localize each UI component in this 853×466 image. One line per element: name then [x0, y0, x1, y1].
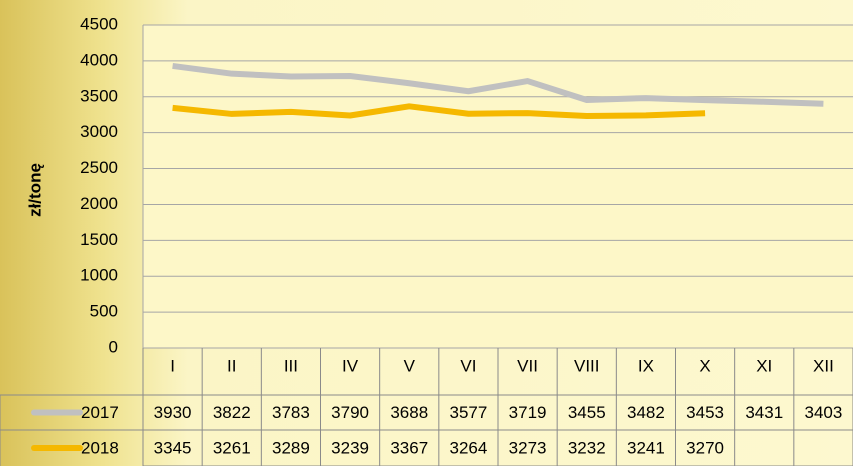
y-tick-label: 2500 — [80, 158, 118, 177]
x-tick-label: XI — [756, 356, 772, 375]
table-value: 3264 — [450, 438, 488, 457]
y-tick-label: 3000 — [80, 122, 118, 141]
y-tick-label: 4000 — [80, 50, 118, 69]
y-tick-label: 3500 — [80, 86, 118, 105]
x-tick-label: III — [284, 356, 298, 375]
y-tick-label: 4500 — [80, 14, 118, 33]
table-value: 3688 — [390, 403, 428, 422]
legend-label: 2018 — [81, 438, 119, 457]
y-tick-label: 0 — [109, 337, 118, 356]
table-value: 3241 — [627, 438, 665, 457]
table-value: 3239 — [331, 438, 369, 457]
table-value: 3719 — [509, 403, 547, 422]
y-tick-label: 2000 — [80, 194, 118, 213]
table-value: 3273 — [509, 438, 547, 457]
table-value: 3930 — [154, 403, 192, 422]
y-tick-label: 1000 — [80, 266, 118, 285]
x-tick-label: V — [404, 356, 416, 375]
x-tick-label: VI — [460, 356, 476, 375]
table-value: 3790 — [331, 403, 369, 422]
table-value: 3261 — [213, 438, 251, 457]
table-value: 3783 — [272, 403, 310, 422]
table-value: 3453 — [686, 403, 724, 422]
legend-label: 2017 — [81, 403, 119, 422]
x-tick-label: VII — [517, 356, 538, 375]
table-value: 3289 — [272, 438, 310, 457]
table-value: 3482 — [627, 403, 665, 422]
chart: zł/tonę 0 500 1000 1500 2000 2500 3000 3500 4000… — [0, 0, 853, 466]
y-tick-label: 1500 — [80, 230, 118, 249]
x-tick-label: VIII — [574, 356, 600, 375]
table-value: 3455 — [568, 403, 606, 422]
table-value: 3345 — [154, 438, 192, 457]
x-tick-label: I — [170, 356, 175, 375]
table-value: 3367 — [390, 438, 428, 457]
table-value: 3577 — [450, 403, 488, 422]
x-tick-label: X — [699, 356, 710, 375]
table-value: 3431 — [745, 403, 783, 422]
table-value: 3403 — [805, 403, 843, 422]
table-value: 3232 — [568, 438, 606, 457]
x-tick-label: XII — [813, 356, 834, 375]
x-tick-label: IX — [638, 356, 654, 375]
x-tick-label: IV — [342, 356, 359, 375]
x-tick-label: II — [227, 356, 236, 375]
y-axis-label: zł/tonę — [25, 163, 44, 217]
table-value: 3822 — [213, 403, 251, 422]
y-tick-label: 500 — [90, 302, 118, 321]
table-value: 3270 — [686, 438, 724, 457]
